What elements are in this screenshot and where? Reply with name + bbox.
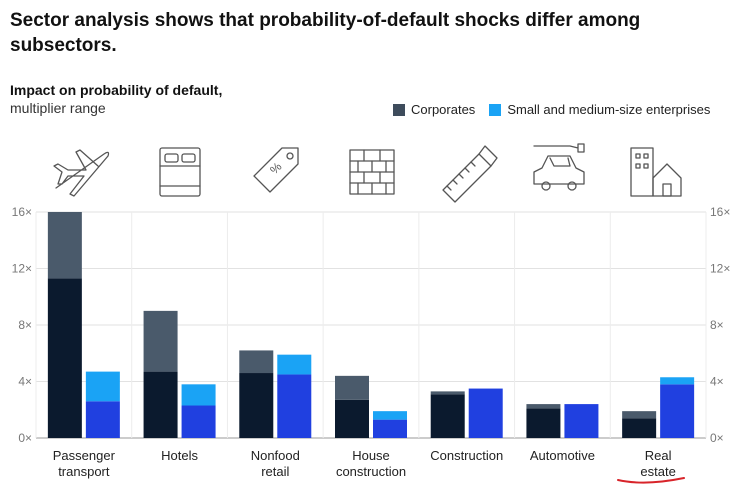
y-tick-right-2: 8× — [710, 318, 724, 332]
bar-sme-low-5 — [564, 404, 599, 438]
bar-corporates-range-2 — [239, 350, 274, 374]
buildings-icon — [630, 147, 682, 197]
y-tick-left-0: 0× — [18, 431, 32, 445]
grid-layer — [35, 211, 707, 439]
category-label-1: Hotels — [161, 448, 198, 463]
bar-sme-low-3 — [373, 419, 407, 438]
y-tick-right-1: 4× — [710, 375, 724, 389]
category-label-2: Nonfood — [251, 448, 300, 463]
bar-corporates-low-1 — [143, 371, 178, 438]
legend-label-sme: Small and medium-size enterprises — [507, 102, 711, 117]
category-label-line2-3: construction — [336, 464, 406, 479]
y-tick-left-4: 16× — [12, 205, 32, 219]
bar-sme-range-3 — [373, 411, 407, 420]
icon-layer: % — [53, 143, 682, 203]
category-label-line2-2: retail — [261, 464, 289, 479]
airplane-icon — [53, 149, 110, 197]
bar-corporates-low-2 — [239, 373, 274, 438]
bar-sme-low-2 — [277, 374, 312, 438]
category-label-line2-0: transport — [58, 464, 110, 479]
bars-layer — [47, 212, 695, 438]
bar-sme-range-6 — [660, 377, 695, 385]
legend-swatch-sme — [489, 103, 502, 116]
legend-item-sme: Small and medium-size enterprises — [489, 102, 710, 117]
y-tick-left-3: 12× — [12, 262, 32, 276]
bar-corporates-low-6 — [622, 418, 657, 438]
chart-subtitle-unit: multiplier range — [10, 100, 106, 116]
svg-text:%: % — [267, 159, 285, 177]
y-tick-right-3: 12× — [710, 262, 730, 276]
saw-icon — [442, 145, 498, 203]
y-tick-left-1: 4× — [18, 375, 32, 389]
bar-sme-low-6 — [660, 384, 695, 438]
category-label-6: Real — [645, 448, 672, 463]
bar-corporates-low-0 — [47, 278, 82, 438]
category-label-line2-6: estate — [640, 464, 675, 479]
bed-icon — [159, 147, 201, 197]
chart-legend: Corporates Small and medium-size enterpr… — [393, 102, 724, 117]
category-label-4: Construction — [430, 448, 503, 463]
electric-car-icon — [533, 143, 585, 191]
red-underline-annotation — [617, 477, 685, 484]
category-label-3: House — [352, 448, 390, 463]
axis-layer: 0× 0× 4× 4× 8× 8× 12× 12× 16× 16× — [12, 205, 731, 445]
bar-corporates-range-1 — [143, 310, 178, 372]
price-tag-icon: % — [253, 147, 299, 193]
bar-sme-range-1 — [181, 384, 216, 406]
bar-corporates-range-4 — [430, 391, 465, 395]
bar-corporates-range-5 — [526, 404, 561, 409]
category-label-0: Passenger — [53, 448, 116, 463]
bar-sme-low-1 — [181, 405, 216, 438]
bar-sme-low-0 — [85, 401, 120, 438]
bar-corporates-range-0 — [47, 212, 82, 279]
brick-wall-icon — [349, 149, 395, 195]
legend-label-corporates: Corporates — [411, 102, 476, 117]
category-label-5: Automotive — [530, 448, 595, 463]
bar-corporates-low-4 — [430, 394, 465, 438]
y-tick-right-4: 16× — [710, 205, 730, 219]
legend-swatch-corporates — [393, 103, 405, 116]
bar-sme-range-0 — [85, 371, 120, 402]
chart-title: Sector analysis shows that probability-o… — [10, 10, 641, 56]
bar-corporates-low-3 — [335, 399, 369, 438]
bar-corporates-range-6 — [622, 411, 657, 419]
bar-corporates-range-3 — [335, 375, 369, 400]
chart-subtitle: Impact on probability of default, — [10, 82, 223, 98]
bar-sme-low-4 — [468, 388, 503, 438]
y-tick-left-2: 8× — [18, 318, 32, 332]
bar-sme-range-2 — [277, 354, 312, 375]
bar-corporates-low-5 — [526, 408, 561, 438]
y-tick-right-0: 0× — [710, 431, 724, 445]
legend-item-corporates: Corporates — [393, 102, 475, 117]
